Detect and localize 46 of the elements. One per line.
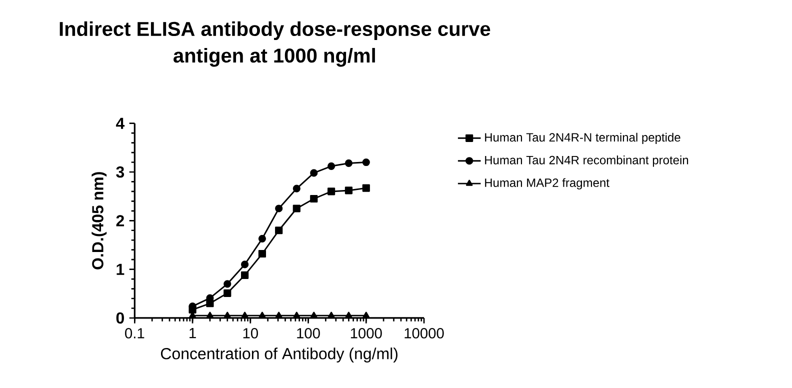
point (310, 169, 318, 177)
point (344, 159, 353, 168)
y-tick-label: 1 (116, 264, 124, 275)
point (241, 312, 248, 318)
legend-label: Human Tau 2N4R-N terminal peptide (485, 132, 680, 144)
x-tick-label: 100 (297, 328, 320, 338)
y-tick-label: 0 (116, 312, 124, 324)
point (240, 260, 249, 268)
legend-label: Human MAP2 fragment (485, 178, 610, 190)
x-tick-label: 10000 (404, 328, 444, 338)
point (293, 312, 300, 318)
point (328, 312, 335, 318)
point (345, 312, 352, 318)
point (275, 312, 282, 318)
y-tick-label: 2 (116, 215, 124, 226)
point (362, 312, 370, 318)
point (362, 184, 370, 192)
chart-subtitle: antigen at 1000 ng/ml (174, 48, 375, 67)
x-tick-label: 1000 (350, 328, 382, 338)
chart-title: Indirect ELISA antibody dose-response curve (60, 21, 490, 40)
x-axis-title: Concentration of Antibody (ng/ml) (160, 348, 398, 362)
point (240, 271, 249, 279)
point (275, 204, 283, 212)
point (258, 250, 266, 258)
point (224, 280, 232, 288)
point (328, 162, 336, 170)
point (310, 312, 318, 318)
y-axis-title: O.D.(405 nm) (92, 172, 107, 270)
point (344, 186, 353, 194)
x-tick-label: 0.1 (125, 328, 144, 338)
point (206, 312, 214, 318)
x-tick-label: 1 (190, 328, 196, 338)
point (292, 204, 300, 212)
point (292, 184, 300, 192)
point (258, 312, 266, 318)
y-tick-label: 3 (116, 166, 124, 178)
point (258, 234, 266, 242)
point (328, 188, 336, 196)
legend-label: Human Tau 2N4R recombinant protein (485, 156, 688, 167)
point (310, 194, 318, 203)
point (224, 312, 231, 318)
point (275, 226, 283, 234)
x-tick-label: 10 (243, 328, 258, 338)
point (362, 158, 370, 166)
y-tick-label: 4 (116, 118, 125, 129)
point (224, 289, 232, 297)
